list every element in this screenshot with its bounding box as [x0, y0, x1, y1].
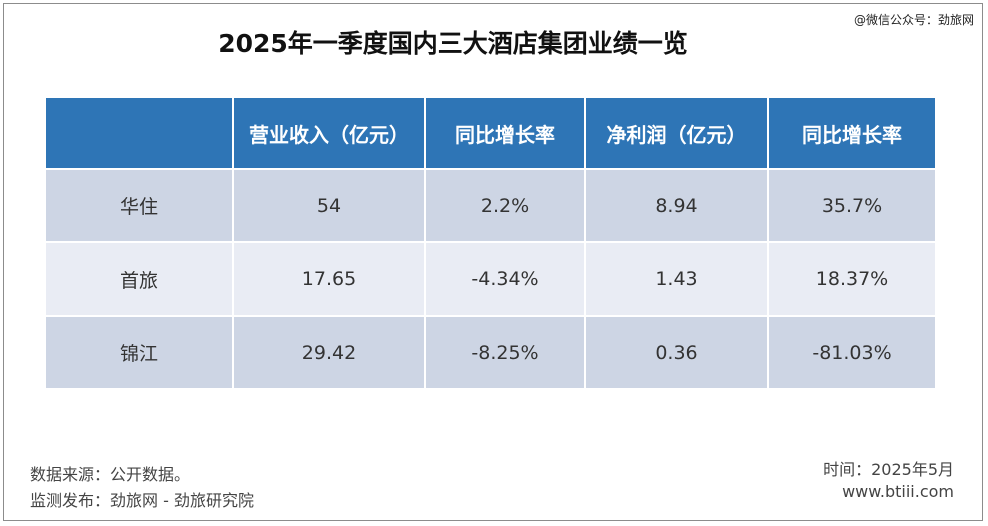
source-note: 数据来源：公开数据。: [30, 465, 191, 484]
page-border: [3, 3, 983, 521]
table-cell: 0.36: [586, 317, 767, 388]
header-cell: 营业收入（亿元）: [234, 98, 424, 168]
header-cell: 同比增长率: [769, 98, 935, 168]
row-label: 锦江: [46, 317, 232, 388]
table-cell: 8.94: [586, 170, 767, 241]
table-cell: 17.65: [234, 243, 424, 315]
table-cell: 35.7%: [769, 170, 935, 241]
website: www.btiii.com: [842, 482, 954, 501]
table-cell: -81.03%: [769, 317, 935, 388]
header-cell: 同比增长率: [426, 98, 584, 168]
title: 2025年一季度国内三大酒店集团业绩一览: [218, 29, 688, 58]
table-cell: 54: [234, 170, 424, 241]
date-note: 时间：2025年5月: [823, 460, 954, 479]
publisher-note: 监测发布：劲旅网 - 劲旅研究院: [30, 491, 254, 510]
table-cell: -4.34%: [426, 243, 584, 315]
watermark: @微信公众号：劲旅网: [853, 13, 974, 27]
table-cell: 1.43: [586, 243, 767, 315]
header-cell: 净利润（亿元）: [586, 98, 767, 168]
table-cell: 2.2%: [426, 170, 584, 241]
table-cell: 29.42: [234, 317, 424, 388]
row-label: 首旅: [46, 243, 232, 315]
row-label: 华住: [46, 170, 232, 241]
table-cell: 18.37%: [769, 243, 935, 315]
header-cell: [46, 98, 232, 168]
table-cell: -8.25%: [426, 317, 584, 388]
